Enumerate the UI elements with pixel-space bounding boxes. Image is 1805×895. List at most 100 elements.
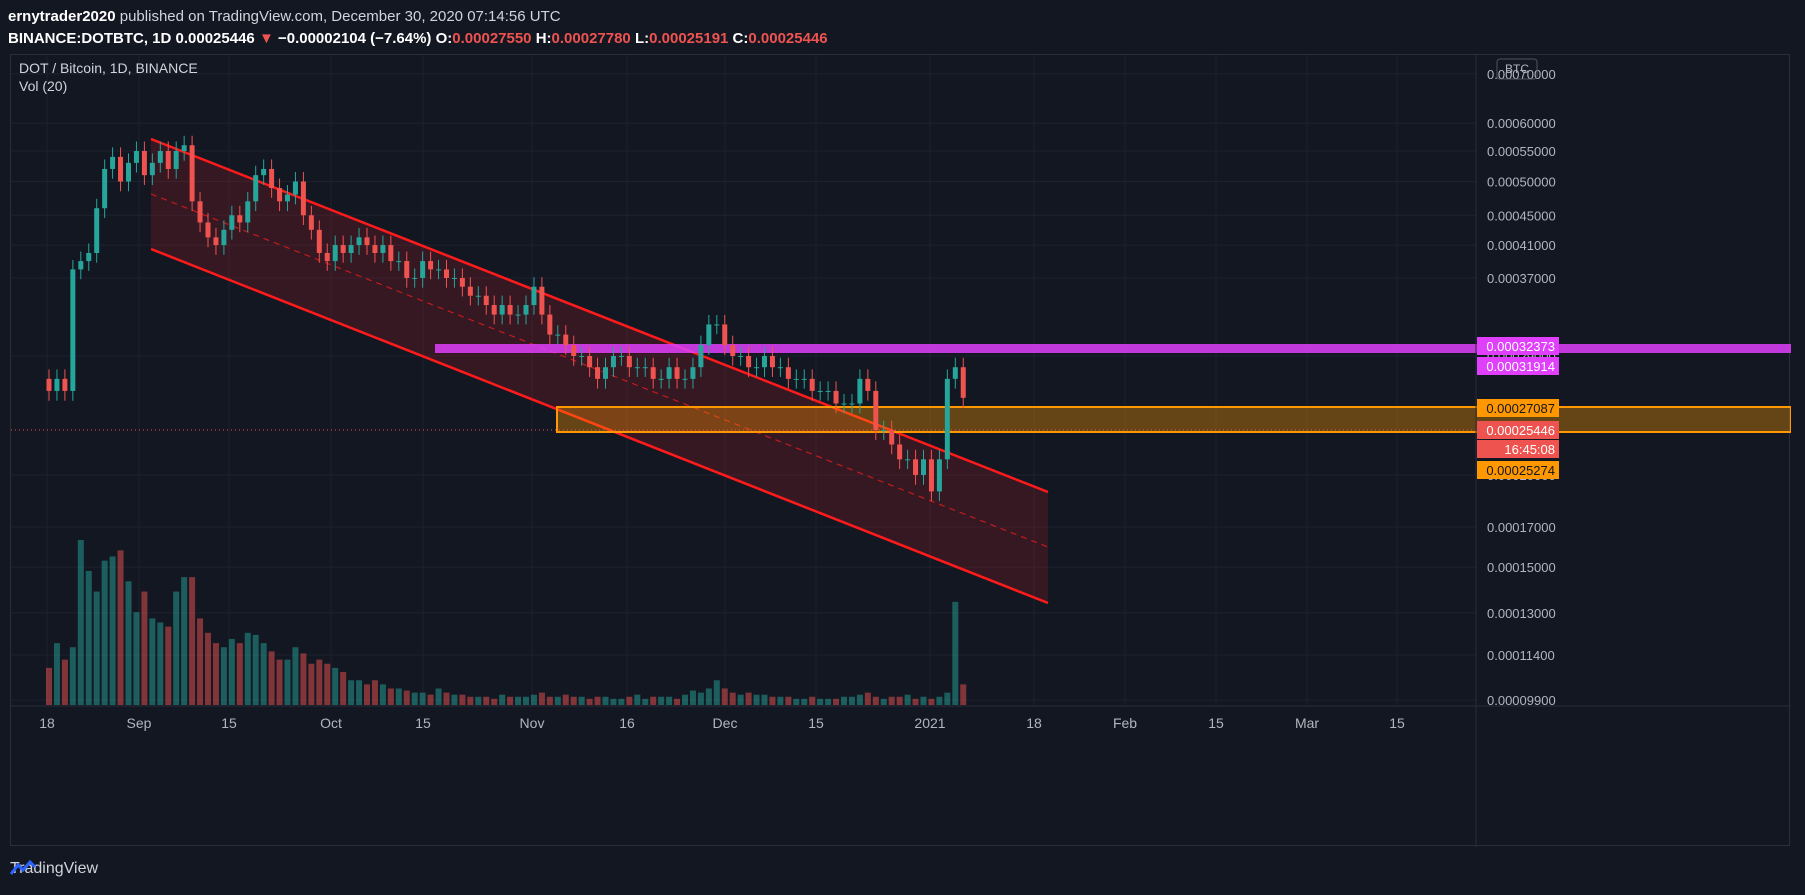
volume-bar xyxy=(252,634,259,705)
volume-bar xyxy=(467,696,474,705)
currency-label: BTC xyxy=(1505,62,1529,76)
channel-upper-line xyxy=(150,137,1049,494)
volume-bar xyxy=(864,692,871,705)
candle-body xyxy=(189,145,195,202)
volume-bar xyxy=(809,696,816,705)
volume-bar xyxy=(888,696,895,705)
channel-lower-line xyxy=(150,247,1049,605)
chart-panel[interactable]: 0.00070000 0.00060000 0.00055000 0.00050000… xyxy=(10,54,1791,847)
candle-body xyxy=(54,378,60,391)
volume-bar xyxy=(833,698,840,705)
low-value: 0.00025191 xyxy=(649,30,729,47)
author[interactable]: ernytrader2020 xyxy=(8,8,116,25)
candle-body xyxy=(857,378,863,404)
volume-bar xyxy=(880,698,887,705)
volume-bar xyxy=(212,643,219,705)
candle-body xyxy=(126,162,131,182)
candle-body xyxy=(833,390,839,404)
volume-bar xyxy=(769,696,776,705)
volume-bar xyxy=(451,694,458,705)
volume-bar xyxy=(562,694,569,705)
volume-bar xyxy=(356,680,363,705)
volume-bar xyxy=(379,684,386,705)
candle-body xyxy=(873,390,879,431)
candle-body xyxy=(523,305,529,315)
time-tick: Nov xyxy=(520,715,545,731)
candle-body xyxy=(467,286,473,296)
volume-bar xyxy=(801,698,808,705)
volume-bar xyxy=(626,696,633,705)
candle-body xyxy=(245,201,251,223)
volume-bar xyxy=(387,688,394,705)
volume-bar xyxy=(944,692,951,705)
volume-bar xyxy=(435,688,442,705)
volume-bar xyxy=(459,694,466,705)
candle-body xyxy=(714,324,720,326)
candle-body xyxy=(682,378,688,380)
volume-bar xyxy=(697,692,704,705)
volume-bar xyxy=(737,694,744,705)
price-label: 0.00025274 xyxy=(1486,463,1555,478)
volume-bar xyxy=(395,688,402,705)
volume-bar xyxy=(46,667,52,705)
candle-body xyxy=(960,367,966,398)
time-tick: 15 xyxy=(808,715,824,731)
candle-body xyxy=(277,187,283,202)
candle-body xyxy=(340,245,346,253)
price-label: 0.00027087 xyxy=(1486,401,1555,416)
volume-bar xyxy=(125,581,132,705)
volume-bar xyxy=(300,653,307,705)
candle-body xyxy=(300,181,306,216)
candle-body xyxy=(722,324,728,346)
price-tick: 0.00015000 xyxy=(1487,560,1556,575)
price-tick: 0.00041000 xyxy=(1487,238,1556,253)
candle-body xyxy=(547,314,553,335)
candle-body xyxy=(706,324,712,346)
volume-bar xyxy=(364,684,370,705)
price-label-box xyxy=(1477,399,1559,417)
candle-body xyxy=(62,378,68,391)
volume-bar xyxy=(244,632,251,705)
volume-bar xyxy=(276,659,283,705)
volume-bar xyxy=(538,692,545,705)
candle-body xyxy=(563,334,569,346)
candle-body xyxy=(690,367,696,379)
volume-bar xyxy=(689,690,696,705)
volume-bar xyxy=(729,692,736,705)
candle-body xyxy=(849,403,855,405)
price-label-box xyxy=(1477,421,1559,439)
volume-bar xyxy=(872,696,879,705)
volume-bar xyxy=(610,698,617,705)
price-tick: 0.00050000 xyxy=(1487,175,1556,190)
candle-body xyxy=(841,403,847,405)
candle-body xyxy=(332,245,338,262)
volume-bar xyxy=(658,696,665,705)
volume-bar xyxy=(85,570,92,705)
volume-bar xyxy=(523,696,529,705)
candle-body xyxy=(730,345,736,356)
volume-bar xyxy=(292,647,299,705)
volume-bar xyxy=(777,696,784,705)
volume-bar xyxy=(546,696,553,705)
candle-body xyxy=(229,215,235,230)
ohlc-line: BINANCE:DOTBTC, 1D 0.00025446 ▼ −0.00002… xyxy=(8,28,828,50)
volume-bar xyxy=(594,696,601,705)
candle-body xyxy=(133,151,139,163)
candle-body xyxy=(308,215,314,230)
price-label-box xyxy=(1477,461,1559,479)
volume-bar xyxy=(825,698,832,705)
volume-bar xyxy=(554,696,561,705)
volume-bar xyxy=(618,698,625,705)
high-value: 0.00027780 xyxy=(551,30,631,47)
candle-body xyxy=(762,355,767,368)
candle-body xyxy=(801,378,807,380)
volume-bar xyxy=(141,591,148,705)
time-axis[interactable]: 18 Sep 15 Oct 15 Nov 16 Dec 15 2021 18 Feb 15 Mar 15 xyxy=(11,705,1791,731)
volume-bar xyxy=(236,643,243,705)
currency-badge xyxy=(1496,58,1538,80)
volume-bar xyxy=(515,696,522,705)
volume-bar xyxy=(205,632,211,705)
price-chart[interactable]: 0.00070000 0.00060000 0.00055000 0.00050000… xyxy=(11,55,1791,847)
low-label: L: xyxy=(634,30,650,47)
candle-body xyxy=(634,367,640,369)
